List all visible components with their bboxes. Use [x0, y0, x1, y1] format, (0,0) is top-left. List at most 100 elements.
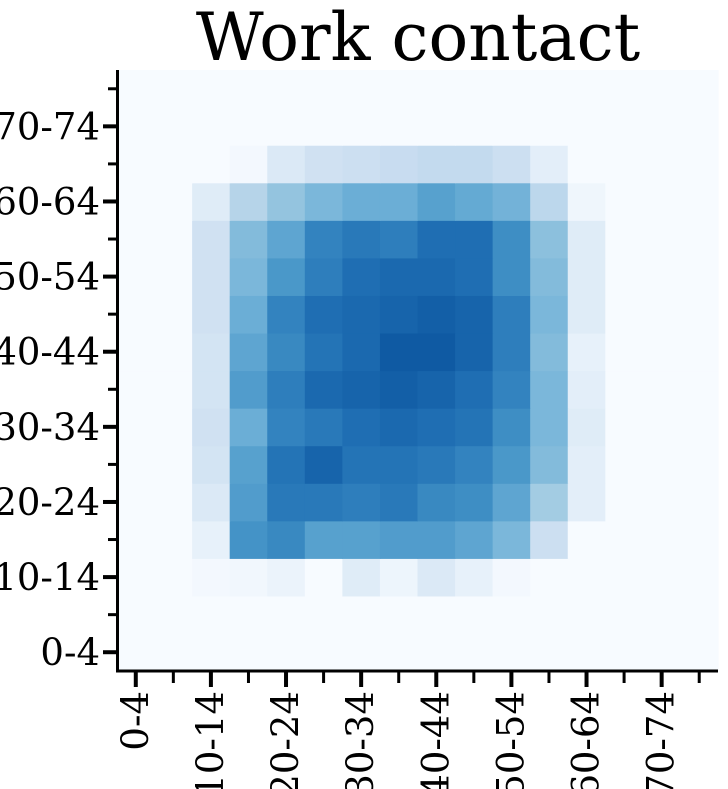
- heatmap-cell: [117, 483, 156, 522]
- heatmap-cell: [417, 107, 456, 146]
- heatmap-cell: [567, 70, 606, 109]
- heatmap-cell: [455, 107, 494, 146]
- heatmap-cell: [567, 595, 606, 635]
- heatmap-cell: [192, 520, 231, 559]
- heatmap-cell: [680, 295, 719, 334]
- heatmap-cell: [192, 633, 231, 672]
- heatmap-cell: [567, 633, 606, 672]
- x-tick-label: 10-14: [189, 691, 232, 789]
- heatmap-cell: [417, 182, 456, 221]
- heatmap-cell: [267, 445, 306, 484]
- heatmap-cell: [605, 220, 644, 259]
- heatmap-cell: [680, 145, 719, 184]
- heatmap-cell: [342, 445, 381, 484]
- heatmap-cell: [379, 257, 419, 296]
- heatmap-cell: [567, 182, 606, 221]
- heatmap-cell: [530, 220, 569, 259]
- axes: [116, 70, 718, 673]
- heatmap-cell: [642, 520, 682, 559]
- heatmap-cell: [267, 182, 306, 221]
- heatmap-cell: [642, 182, 682, 221]
- heatmap-cell: [192, 483, 231, 522]
- heatmap-cell: [192, 370, 231, 409]
- y-tick-label: 20-24: [0, 481, 100, 524]
- heatmap-cell: [492, 633, 531, 672]
- heatmap-cell: [342, 107, 381, 146]
- heatmap-cell: [154, 332, 193, 372]
- heatmap-cell: [304, 257, 343, 296]
- heatmap-cell: [117, 633, 156, 672]
- y-tick-label: 0-4: [40, 631, 100, 674]
- heatmap-cell: [455, 220, 494, 259]
- heatmap-cell: [117, 70, 156, 109]
- heatmap-cell: [229, 107, 268, 146]
- heatmap-cell: [304, 558, 343, 597]
- heatmap-cell: [605, 483, 644, 522]
- heatmap-cell: [379, 220, 419, 259]
- heatmap-cell: [417, 520, 456, 559]
- heatmap-cell: [680, 445, 719, 484]
- heatmap-cell: [304, 70, 343, 109]
- heatmap-cell: [530, 558, 569, 597]
- heatmap-cell: [680, 558, 719, 597]
- heatmap-cell: [304, 408, 343, 447]
- heatmap-cell: [229, 70, 268, 109]
- heatmap-cell: [267, 595, 306, 635]
- heatmap-cell: [492, 445, 531, 484]
- heatmap-cell: [605, 107, 644, 146]
- x-tick-label: 30-34: [339, 691, 382, 789]
- heatmap-cell: [267, 107, 306, 146]
- heatmap-cell: [455, 332, 494, 372]
- y-tick-label: 50-54: [0, 256, 100, 299]
- heatmap-cell: [530, 370, 569, 409]
- heatmap-cell: [455, 520, 494, 559]
- heatmap-cell: [642, 408, 682, 447]
- heatmap-cell: [455, 145, 494, 184]
- heatmap-cell: [379, 107, 419, 146]
- heatmap-cell: [192, 445, 231, 484]
- heatmap-cell: [567, 445, 606, 484]
- heatmap-cell: [117, 558, 156, 597]
- heatmap-cell: [492, 145, 531, 184]
- heatmap-cell: [379, 182, 419, 221]
- heatmap-cell: [605, 332, 644, 372]
- heatmap-cell: [492, 483, 531, 522]
- heatmap-cell: [530, 70, 569, 109]
- heatmap-cell: [567, 332, 606, 372]
- heatmap-cell: [417, 633, 456, 672]
- heatmap-cell: [267, 558, 306, 597]
- heatmap-cell: [117, 408, 156, 447]
- heatmap-cell: [267, 295, 306, 334]
- heatmap-cell: [304, 145, 343, 184]
- heatmap-cell: [229, 257, 268, 296]
- heatmap-cell: [642, 483, 682, 522]
- heatmap-cell: [342, 558, 381, 597]
- heatmap-cell: [680, 370, 719, 409]
- heatmap-cell: [154, 520, 193, 559]
- heatmap-cell: [455, 295, 494, 334]
- heatmap-cell: [605, 257, 644, 296]
- heatmap-cell: [379, 445, 419, 484]
- heatmap-cell: [455, 257, 494, 296]
- heatmap-cell: [455, 182, 494, 221]
- heatmap-cell: [530, 520, 569, 559]
- heatmap-cell: [342, 220, 381, 259]
- heatmap-cell: [154, 295, 193, 334]
- y-ticks: 0-4 10-14 20-24 30-34 40-44 50-54 60-64 70-74: [0, 87, 117, 674]
- heatmap-cell: [192, 70, 231, 109]
- heatmap-cell: [417, 558, 456, 597]
- heatmap-cell: [417, 220, 456, 259]
- heatmap-cell: [492, 408, 531, 447]
- heatmap-cell: [229, 520, 268, 559]
- heatmap-cell: [192, 107, 231, 146]
- heatmap-cell: [379, 558, 419, 597]
- heatmap-cell: [229, 332, 268, 372]
- heatmap-cell: [492, 257, 531, 296]
- heatmap-cell: [567, 370, 606, 409]
- heatmap-cell: [642, 595, 682, 635]
- heatmap-cell: [417, 408, 456, 447]
- heatmap-cell: [379, 633, 419, 672]
- heatmap-cell: [379, 408, 419, 447]
- y-tick-label: 70-74: [0, 105, 100, 148]
- heatmap-cell: [229, 145, 268, 184]
